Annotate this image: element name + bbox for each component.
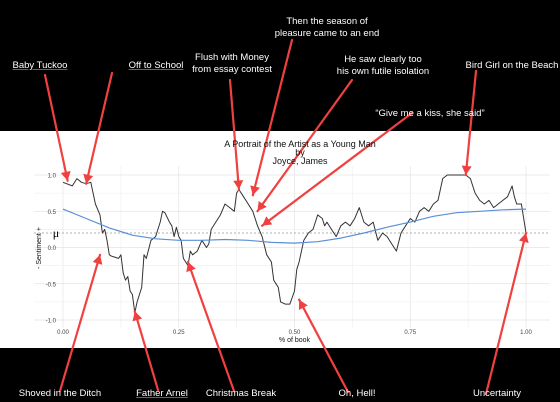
annotation-arrowhead — [233, 180, 244, 190]
annotation-arrowhead — [518, 233, 529, 243]
annotation-arrow — [43, 73, 69, 182]
annotation-arrowhead — [298, 299, 308, 310]
annotation-label: Flush with Money from essay contest — [192, 52, 272, 75]
x-tick-label: 1.00 — [520, 330, 532, 336]
y-tick-labels: -1.0 -0.5 0.0 0.5 1.0 — [46, 174, 57, 325]
annotation-arrowhead — [92, 254, 103, 265]
annotation-arrowhead — [262, 216, 273, 226]
annotation-arrow — [256, 78, 354, 213]
x-tick-label: 0.00 — [57, 330, 69, 336]
annotation-arrows — [43, 38, 529, 396]
annotation-label: Then the season of pleasure came to an e… — [274, 16, 380, 39]
y-tick-label: -0.5 — [46, 282, 57, 288]
annotation-arrow — [186, 260, 236, 393]
annotation-label: Father Arnel — [136, 388, 188, 399]
annotation-arrow — [85, 71, 114, 185]
annotation-arrowhead — [250, 185, 260, 196]
annotation-label: Oh, Hell! — [338, 388, 376, 399]
annotation-arrowhead — [60, 170, 71, 181]
annotation-arrowhead — [83, 173, 94, 184]
annotation-arrowhead — [257, 201, 267, 212]
y-axis-label: - Sentiment + — [36, 227, 43, 269]
x-tick-label: 0.25 — [173, 330, 185, 336]
y-tick-label: 0.5 — [48, 210, 57, 216]
annotation-arrow — [260, 111, 414, 227]
annotation-arrow — [298, 298, 350, 394]
chart-title-line: Joyce, James — [272, 156, 328, 166]
gridlines — [34, 166, 550, 328]
chart-title-line: by — [295, 148, 305, 158]
annotation-arrowhead — [186, 262, 196, 273]
x-axis-label: % of book — [279, 337, 311, 344]
y-tick-label: -1.0 — [46, 319, 57, 325]
annotation-label: Off to School — [128, 60, 184, 71]
annotation-arrow — [251, 38, 294, 197]
chart-title-line: A Portrait of the Artist as a Young Man — [224, 139, 376, 149]
annotation-arrowhead — [461, 165, 472, 175]
annotation-label: He saw clearly too his own futile isolat… — [336, 54, 430, 77]
x-tick-label: 0.50 — [289, 330, 301, 336]
annotation-label: Uncertainty — [472, 388, 522, 399]
x-tick-labels: 0.00 0.25 0.50 0.75 1.00 — [57, 330, 532, 336]
annotation-arrow — [464, 69, 478, 177]
x-tick-label: 0.75 — [404, 330, 416, 336]
annotation-label: Christmas Break — [205, 388, 277, 399]
annotation-arrow — [133, 310, 160, 392]
annotation-arrow — [484, 231, 528, 396]
raw-sentiment-line — [62, 174, 527, 314]
annotation-label: Shoved in the Ditch — [18, 388, 102, 399]
y-tick-label: 1.0 — [48, 174, 57, 180]
y-tick-label: 0.0 — [48, 246, 57, 252]
mean-label: μ — [53, 226, 59, 240]
annotation-label: Baby Tuckoo — [12, 60, 68, 71]
annotation-arrow — [58, 253, 102, 393]
annotation-label: Bird Girl on the Beach — [465, 60, 559, 71]
annotation-arrow — [228, 78, 241, 191]
series-layer — [62, 174, 527, 314]
annotation-label: “Give me a kiss, she said” — [375, 108, 485, 119]
chart-title: A Portrait of the Artist as a Young Man b… — [224, 139, 376, 166]
smoothed-sentiment-line — [62, 208, 527, 244]
annotation-arrowhead — [132, 311, 143, 322]
